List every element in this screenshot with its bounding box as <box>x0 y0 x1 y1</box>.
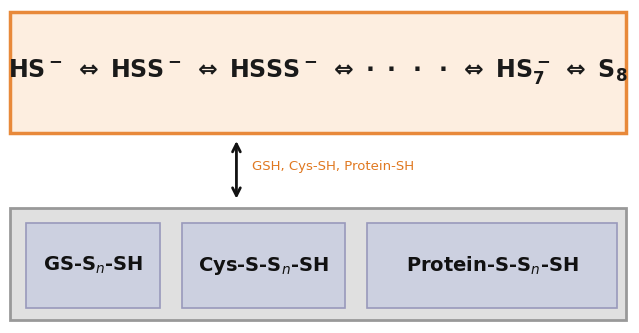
Text: Cys-S-S$_n$-SH: Cys-S-S$_n$-SH <box>198 255 329 277</box>
FancyBboxPatch shape <box>182 223 345 308</box>
FancyBboxPatch shape <box>10 12 626 133</box>
FancyBboxPatch shape <box>26 223 160 308</box>
Text: Protein-S-S$_n$-SH: Protein-S-S$_n$-SH <box>406 255 578 277</box>
FancyBboxPatch shape <box>367 223 617 308</box>
Text: GS-S$_n$-SH: GS-S$_n$-SH <box>43 255 142 276</box>
FancyBboxPatch shape <box>10 208 626 320</box>
Text: $\bf{HS^-}$ $\bf{\Leftrightarrow}$ $\bf{HSS^-}$ $\bf{\Leftrightarrow}$ $\bf{HSSS: $\bf{HS^-}$ $\bf{\Leftrightarrow}$ $\bf{… <box>8 57 628 86</box>
Text: GSH, Cys-SH, Protein-SH: GSH, Cys-SH, Protein-SH <box>252 160 415 173</box>
